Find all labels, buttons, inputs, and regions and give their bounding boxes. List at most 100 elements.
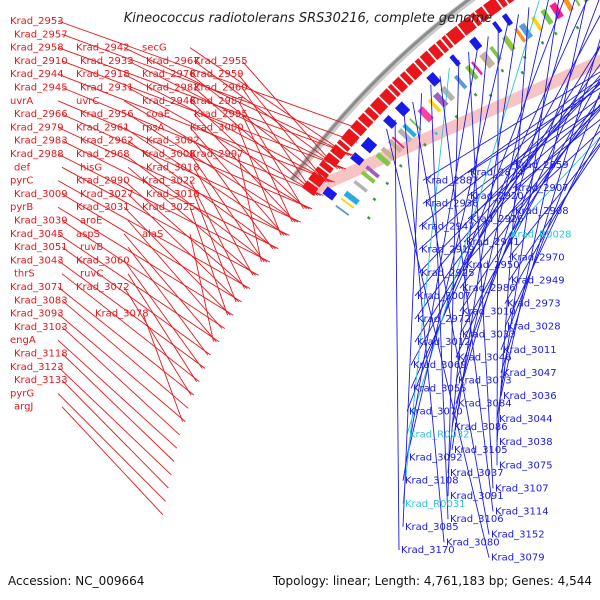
- right-leader-line: [447, 59, 460, 497]
- gene-labels: Krad_2953 Krad_2957 Krad_2958 Krad_2942 secG…: [10, 16, 572, 564]
- left-gene-label: Krad_2988: [10, 149, 64, 160]
- right-gene-label: Krad_2874: [470, 168, 524, 179]
- left-leader-line: [57, 260, 206, 369]
- right-gene-label: Krad_2986: [462, 283, 516, 294]
- reverse-gene: [360, 137, 378, 154]
- right-gene-label: Krad_R0032: [409, 430, 470, 441]
- small-feature: [520, 70, 525, 75]
- left-leader-line: [241, 113, 293, 223]
- cog-feature: [562, 0, 574, 12]
- reverse-gene: [322, 186, 338, 201]
- cog-feature: [489, 45, 502, 61]
- left-leader-line: [127, 113, 299, 223]
- left-gene-label: Krad_3031: [76, 202, 130, 213]
- left-leader-line: [189, 180, 245, 289]
- left-gene-label: Krad_2918: [76, 69, 130, 80]
- right-leader-line: [418, 82, 600, 274]
- left-gene-label: hisG: [80, 162, 102, 173]
- left-leader-line: [189, 73, 330, 183]
- right-leader-line: [504, 123, 600, 327]
- right-leader-line: [403, 110, 445, 543]
- forward-gene: [308, 171, 325, 188]
- reverse-gene: [469, 36, 483, 51]
- right-gene-label: Krad_3047: [503, 368, 557, 379]
- forward-gene: [336, 139, 351, 152]
- left-gene-label: Krad_3045: [10, 229, 64, 240]
- reverse-gene: [395, 101, 411, 117]
- left-gene-label: ruvB: [80, 242, 103, 253]
- right-gene-label: Krad_2970: [511, 252, 565, 263]
- left-gene-label: Krad_3083: [14, 295, 68, 306]
- left-gene-label: Krad_2962: [80, 136, 134, 147]
- left-leader-line: [193, 113, 296, 223]
- left-gene-label: secG: [142, 43, 167, 54]
- forward-gene: [475, 6, 490, 23]
- genome-backbone: [290, 0, 471, 181]
- left-leader-line: [61, 166, 259, 276]
- right-gene-label: Krad_3046: [458, 353, 512, 364]
- left-leader-line: [193, 140, 274, 249]
- map-title: Kineococcus radiotolerans SRS30216, comp…: [124, 11, 492, 26]
- right-gene-label: Krad_3036: [503, 391, 557, 402]
- left-gene-label: Krad_3039: [14, 216, 68, 227]
- left-gene-label: rpsA: [142, 122, 165, 133]
- right-leader-line: [412, 101, 490, 535]
- small-feature: [372, 197, 377, 202]
- left-gene-label: Krad_3025: [142, 202, 196, 213]
- right-leader-line: [512, 119, 600, 189]
- left-leader-line: [193, 87, 319, 196]
- right-gene-label: Krad_3152: [491, 530, 545, 541]
- forward-gene: [428, 43, 444, 60]
- left-gene-label: argJ: [14, 402, 33, 413]
- right-gene-label: Krad_3011: [503, 345, 557, 356]
- reverse-gene: [426, 72, 441, 87]
- right-gene-label: Krad_2920: [470, 191, 524, 202]
- right-leader-line: [455, 0, 576, 404]
- reverse-gene: [383, 115, 398, 129]
- left-leader-line: [123, 260, 203, 369]
- left-leader-line: [189, 100, 307, 210]
- right-gene-label: Krad_R0031: [405, 499, 466, 510]
- right-leader-line: [459, 95, 600, 312]
- left-gene-label: Krad_2957: [14, 29, 68, 40]
- forward-gene: [319, 160, 334, 174]
- forward-gene: [405, 62, 423, 81]
- left-leader-line: [123, 286, 192, 396]
- left-gene-label: def: [14, 162, 31, 173]
- left-leader-line: [61, 113, 302, 223]
- left-gene-label: Krad_2995: [194, 109, 248, 120]
- left-gene-label: Krad_2933: [80, 56, 134, 67]
- cog-feature: [353, 180, 368, 193]
- left-gene-label: Krad_2945: [14, 83, 68, 94]
- right-gene-label: Krad_3073: [458, 376, 512, 387]
- left-leader-line: [127, 87, 321, 196]
- left-leader-line: [61, 246, 211, 356]
- right-gene-label: Krad_3105: [454, 445, 508, 456]
- left-gene-label: Krad_3000: [190, 122, 244, 133]
- genome-summary: Topology: linear; Length: 4,761,183 bp; …: [272, 574, 592, 588]
- right-leader-line: [451, 14, 519, 450]
- left-gene-label: Krad_2958: [10, 43, 64, 54]
- forward-gene: [399, 71, 414, 86]
- left-leader-line: [127, 166, 257, 276]
- left-leader-line: [61, 353, 175, 462]
- right-gene-label: Krad_3038: [499, 437, 553, 448]
- right-gene-label: Krad_3075: [499, 460, 553, 471]
- left-gene-label: Krad_3123: [10, 362, 64, 373]
- forward-strand-track: [302, 54, 600, 196]
- left-leader-line: [123, 127, 288, 236]
- left-leader-line: [61, 326, 181, 436]
- left-gene-label: uvrA: [10, 96, 33, 107]
- right-gene-label: Krad_3084: [458, 399, 512, 410]
- left-leader-line: [61, 87, 324, 196]
- cog-feature: [479, 51, 496, 69]
- cog-feature: [360, 170, 376, 184]
- right-leader-line: [467, 87, 600, 174]
- left-gene-label: Krad_2997: [190, 149, 244, 160]
- cog-feature: [583, 0, 590, 3]
- right-leader-line: [512, 130, 600, 212]
- forward-gene: [364, 106, 380, 121]
- forward-gene: [387, 83, 401, 97]
- left-gene-label: Krad_2956: [80, 109, 134, 120]
- left-leader-line: [237, 73, 327, 183]
